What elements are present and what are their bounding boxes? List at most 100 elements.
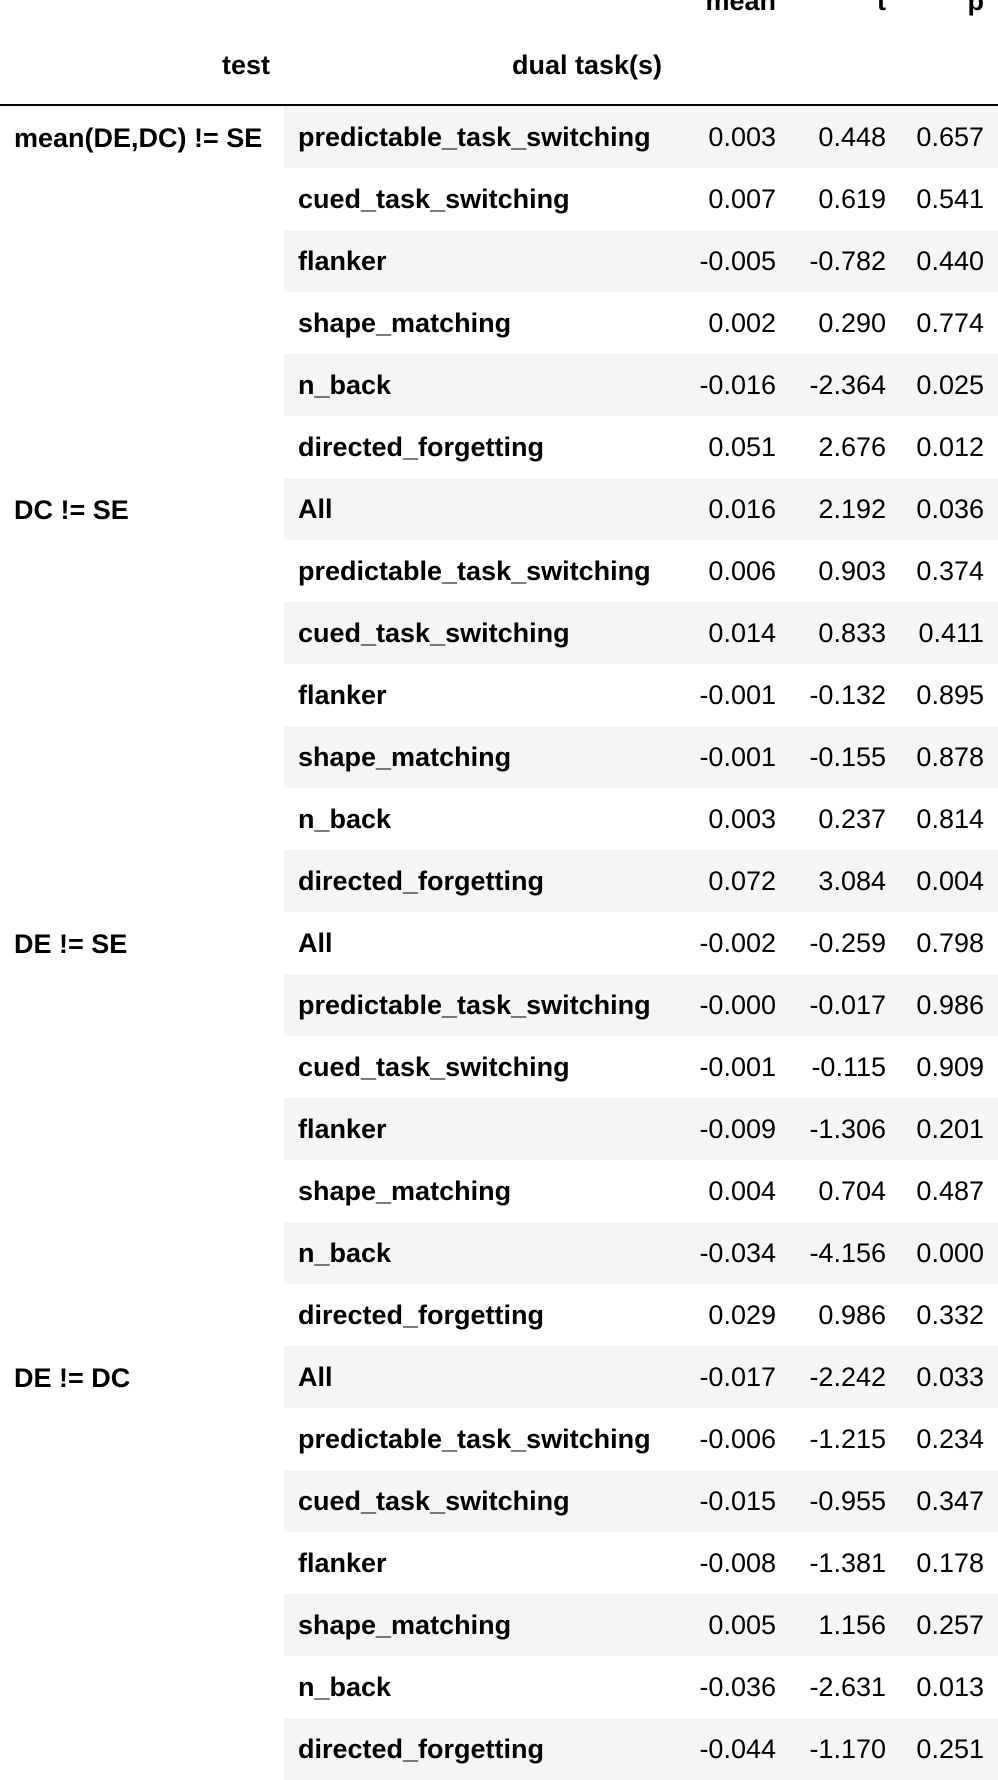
table-row: flanker -0.008 -1.381 0.178: [0, 1532, 998, 1594]
cell-mean: -0.000: [678, 974, 790, 1036]
row-dual-task-label: All: [284, 912, 678, 974]
cell-p: 0.411: [900, 602, 998, 664]
row-dual-task-label: shape_matching: [284, 1594, 678, 1656]
cell-mean: -0.002: [678, 912, 790, 974]
cell-p: 0.374: [900, 540, 998, 602]
cell-t: 3.084: [790, 850, 900, 912]
cell-t: -1.215: [790, 1408, 900, 1470]
row-dual-task-label: All: [284, 478, 678, 540]
cell-t: 0.833: [790, 602, 900, 664]
row-dual-task-label: All: [284, 1346, 678, 1408]
cell-t: -0.955: [790, 1470, 900, 1532]
row-dual-task-label: cued_task_switching: [284, 168, 678, 230]
table-row: predictable_task_switching -0.006 -1.215 0.…: [0, 1408, 998, 1470]
row-dual-task-label: directed_forgetting: [284, 416, 678, 478]
cell-mean: 0.014: [678, 602, 790, 664]
cell-mean: -0.017: [678, 1346, 790, 1408]
cell-t: -1.381: [790, 1532, 900, 1594]
row-dual-task-label: flanker: [284, 664, 678, 726]
cell-p: 0.000: [900, 1222, 998, 1284]
row-dual-task-label: directed_forgetting: [284, 850, 678, 912]
row-group-test-label: DE != DC: [0, 1346, 284, 1780]
cell-mean: -0.001: [678, 1036, 790, 1098]
cell-p: 0.332: [900, 1284, 998, 1346]
table-row: n_back -0.016 -2.364 0.025: [0, 354, 998, 416]
cell-t: -1.170: [790, 1718, 900, 1780]
cell-p: 0.541: [900, 168, 998, 230]
table-body: mean(DE,DC) != SE predictable_task_switch…: [0, 105, 998, 1780]
cell-p: 0.895: [900, 664, 998, 726]
table-row: DE != SE All -0.002 -0.259 0.798: [0, 912, 998, 1346]
row-dual-task-label: cued_task_switching: [284, 1470, 678, 1532]
table-row: directed_forgetting -0.044 -1.170 0.251: [0, 1718, 998, 1780]
row-group-test-label: DC != SE: [0, 478, 284, 912]
header-blank: [678, 26, 790, 106]
row-dual-task-label: predictable_task_switching: [284, 105, 678, 168]
row-dual-task-label: predictable_task_switching: [284, 540, 678, 602]
table-row: predictable_task_switching -0.000 -0.017 0.…: [0, 974, 998, 1036]
cell-mean: -0.044: [678, 1718, 790, 1780]
cell-mean: 0.005: [678, 1594, 790, 1656]
cell-t: -0.132: [790, 664, 900, 726]
cell-t: -1.306: [790, 1098, 900, 1160]
header-blank: [284, 0, 678, 14]
cell-t: -0.115: [790, 1036, 900, 1098]
row-dual-task-label: cued_task_switching: [284, 1036, 678, 1098]
cell-mean: -0.036: [678, 1656, 790, 1718]
cell-t: 0.986: [790, 1284, 900, 1346]
cell-mean: 0.029: [678, 1284, 790, 1346]
row-dual-task-label: flanker: [284, 1098, 678, 1160]
cell-p: 0.657: [900, 105, 998, 168]
cell-p: 0.178: [900, 1532, 998, 1594]
index-header-test: test: [0, 26, 284, 106]
row-dual-task-label: predictable_task_switching: [284, 974, 678, 1036]
row-dual-task-label: flanker: [284, 230, 678, 292]
cell-t: 0.290: [790, 292, 900, 354]
header-row-values: mean t p: [0, 0, 998, 26]
row-dual-task-label: shape_matching: [284, 292, 678, 354]
cell-mean: -0.001: [678, 726, 790, 788]
table-row: n_back -0.036 -2.631 0.013: [0, 1656, 998, 1718]
table-row: directed_forgetting 0.029 0.986 0.332: [0, 1284, 998, 1346]
cell-mean: -0.016: [678, 354, 790, 416]
cell-p: 0.004: [900, 850, 998, 912]
row-dual-task-label: n_back: [284, 1656, 678, 1718]
index-header-dual-tasks: dual task(s): [284, 26, 678, 106]
cell-mean: 0.003: [678, 788, 790, 850]
table-row: n_back 0.003 0.237 0.814: [0, 788, 998, 850]
table-row: shape_matching 0.002 0.290 0.774: [0, 292, 998, 354]
cell-t: -0.782: [790, 230, 900, 292]
table-row: flanker -0.009 -1.306 0.201: [0, 1098, 998, 1160]
cell-p: 0.251: [900, 1718, 998, 1780]
table-row: cued_task_switching 0.014 0.833 0.411: [0, 602, 998, 664]
cell-mean: 0.007: [678, 168, 790, 230]
table-row: flanker -0.001 -0.132 0.895: [0, 664, 998, 726]
column-header-mean: mean: [705, 0, 776, 16]
row-dual-task-label: shape_matching: [284, 1160, 678, 1222]
cell-p: 0.201: [900, 1098, 998, 1160]
cell-t: 0.619: [790, 168, 900, 230]
cell-mean: 0.002: [678, 292, 790, 354]
row-dual-task-label: predictable_task_switching: [284, 1408, 678, 1470]
cell-mean: 0.004: [678, 1160, 790, 1222]
cell-mean: -0.008: [678, 1532, 790, 1594]
cell-p: 0.487: [900, 1160, 998, 1222]
header-row-index-names: test dual task(s): [0, 26, 998, 106]
column-header-p: p: [967, 0, 985, 16]
cell-mean: 0.006: [678, 540, 790, 602]
row-dual-task-label: n_back: [284, 1222, 678, 1284]
cell-t: 0.448: [790, 105, 900, 168]
table-row: mean(DE,DC) != SE predictable_task_switch…: [0, 105, 998, 478]
table-row: cued_task_switching -0.015 -0.955 0.347: [0, 1470, 998, 1532]
cell-t: -0.259: [790, 912, 900, 974]
cell-p: 0.878: [900, 726, 998, 788]
cell-p: 0.347: [900, 1470, 998, 1532]
cell-p: 0.774: [900, 292, 998, 354]
column-header-t: t: [877, 0, 886, 16]
cell-t: -0.017: [790, 974, 900, 1036]
table-row: cued_task_switching -0.001 -0.115 0.909: [0, 1036, 998, 1098]
cell-p: 0.025: [900, 354, 998, 416]
cell-mean: 0.051: [678, 416, 790, 478]
cell-t: 2.192: [790, 478, 900, 540]
header-blank: [0, 0, 284, 14]
